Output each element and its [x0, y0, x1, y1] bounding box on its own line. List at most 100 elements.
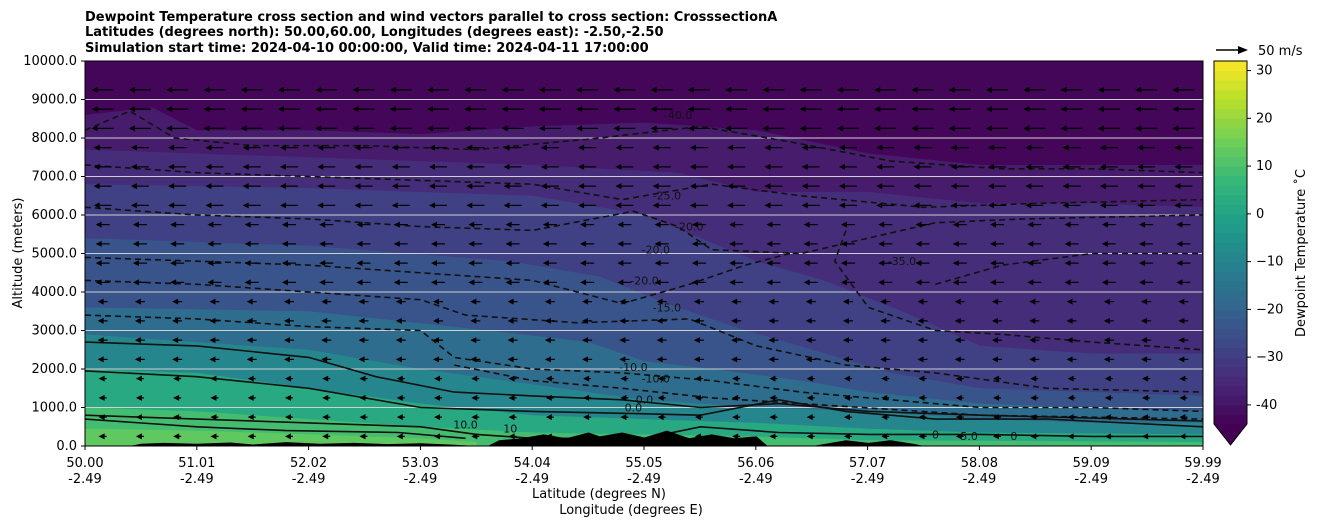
wind-arrow: [766, 240, 781, 247]
wind-arrow: [545, 394, 554, 401]
wind-arrow: [918, 375, 927, 382]
wind-arrow: [768, 356, 779, 363]
wind-arrow: [766, 279, 781, 286]
wind-arrow: [918, 394, 927, 401]
wind-arrow: [1135, 86, 1158, 93]
wind-arrow: [210, 394, 219, 401]
title-line-2: Latitudes (degrees north): 50.00,60.00, …: [85, 25, 664, 40]
wind-arrow: [876, 163, 895, 170]
wind-arrow: [948, 86, 971, 93]
wind-arrow: [803, 240, 818, 247]
wind-arrow: [880, 317, 891, 324]
wind-arrow: [168, 183, 187, 190]
contour-line-negative: [85, 110, 1203, 174]
wind-arrow: [170, 260, 185, 267]
wind-arrow: [768, 337, 779, 344]
contour-line-negative: [85, 279, 1203, 393]
contour-line-negative: [85, 164, 1203, 209]
colorbar-outline: [1213, 60, 1248, 446]
wind-arrow: [656, 337, 667, 344]
wind-arrow: [95, 240, 110, 247]
wind-arrow: [615, 144, 634, 151]
wind-arrow: [1137, 183, 1156, 190]
quiver-key-arrowhead: [1238, 46, 1248, 54]
wind-arrow: [657, 375, 666, 382]
wind-arrow: [768, 298, 779, 305]
wind-arrow: [766, 260, 781, 267]
wind-arrow: [806, 414, 815, 421]
wind-arrow: [917, 298, 928, 305]
wind-arrow: [1139, 279, 1154, 286]
colorbar-tick-label: 10: [1256, 159, 1273, 174]
wind-arrow: [93, 183, 112, 190]
wind-arrow: [764, 144, 783, 151]
wind-arrow: [993, 394, 1002, 401]
wind-arrow: [279, 183, 298, 190]
wind-arrow: [281, 279, 296, 286]
wind-arrow: [836, 86, 859, 93]
contour-label: 5.0: [960, 430, 978, 443]
colorbar-tick-label: 0: [1256, 207, 1264, 222]
wind-arrow: [210, 414, 219, 421]
wind-arrow: [840, 240, 855, 247]
wind-arrow: [207, 279, 222, 286]
colorbar-band: [1214, 376, 1247, 387]
wind-arrow: [955, 433, 964, 440]
wind-arrow: [95, 260, 110, 267]
wind-arrow: [431, 221, 446, 228]
wind-arrow: [617, 279, 632, 286]
wind-arrow: [503, 183, 522, 190]
wind-arrow: [507, 317, 518, 324]
wind-arrow: [950, 144, 969, 151]
wind-arrow: [130, 163, 149, 170]
wind-arrow: [803, 221, 818, 228]
wind-arrow: [395, 337, 406, 344]
wind-arrow: [992, 356, 1003, 363]
x-tick-label-lon: -2.49: [180, 472, 214, 487]
contour-line-positive: [85, 341, 1203, 422]
wind-arrow: [166, 125, 189, 132]
x-axis-label: Latitude (degrees N): [532, 487, 666, 502]
wind-arrow: [352, 125, 375, 132]
wind-arrow: [470, 356, 481, 363]
wind-arrow: [283, 317, 294, 324]
wind-arrow: [838, 202, 857, 209]
wind-arrow: [993, 433, 1002, 440]
wind-arrow: [284, 414, 293, 421]
wind-arrow: [654, 221, 669, 228]
wind-arrow: [1030, 414, 1039, 421]
wind-arrow: [1030, 394, 1039, 401]
wind-arrow: [988, 163, 1007, 170]
wind-arrow: [470, 337, 481, 344]
wind-arrow: [1176, 221, 1191, 228]
wind-arrow: [842, 337, 853, 344]
wind-arrow: [693, 337, 704, 344]
wind-arrow: [319, 240, 334, 247]
wind-arrow: [911, 106, 934, 113]
wind-arrow: [727, 144, 746, 151]
wind-arrow: [247, 414, 256, 421]
wind-arrow: [466, 144, 485, 151]
wind-arrow: [508, 375, 517, 382]
wind-arrow: [134, 298, 145, 305]
wind-arrow: [687, 86, 710, 93]
wind-arrow: [615, 202, 634, 209]
wind-arrow: [544, 298, 555, 305]
wind-arrow: [619, 317, 630, 324]
wind-arrow: [617, 221, 632, 228]
wind-arrow: [731, 317, 742, 324]
chart-title: Dewpoint Temperature cross section and w…: [85, 10, 777, 56]
wind-arrow: [1066, 317, 1077, 324]
wind-arrow: [240, 86, 263, 93]
wind-arrow: [993, 375, 1002, 382]
colorbar-band: [1214, 357, 1247, 368]
wind-arrow: [132, 279, 147, 286]
wind-arrow: [505, 279, 520, 286]
wind-arrow: [429, 202, 448, 209]
wind-arrow: [210, 375, 219, 382]
wind-arrow: [135, 433, 144, 440]
wind-arrow: [317, 144, 336, 151]
wind-arrow: [356, 279, 371, 286]
colorbar-band: [1214, 213, 1247, 224]
x-tick-label-lat: 59.99: [1184, 456, 1221, 471]
